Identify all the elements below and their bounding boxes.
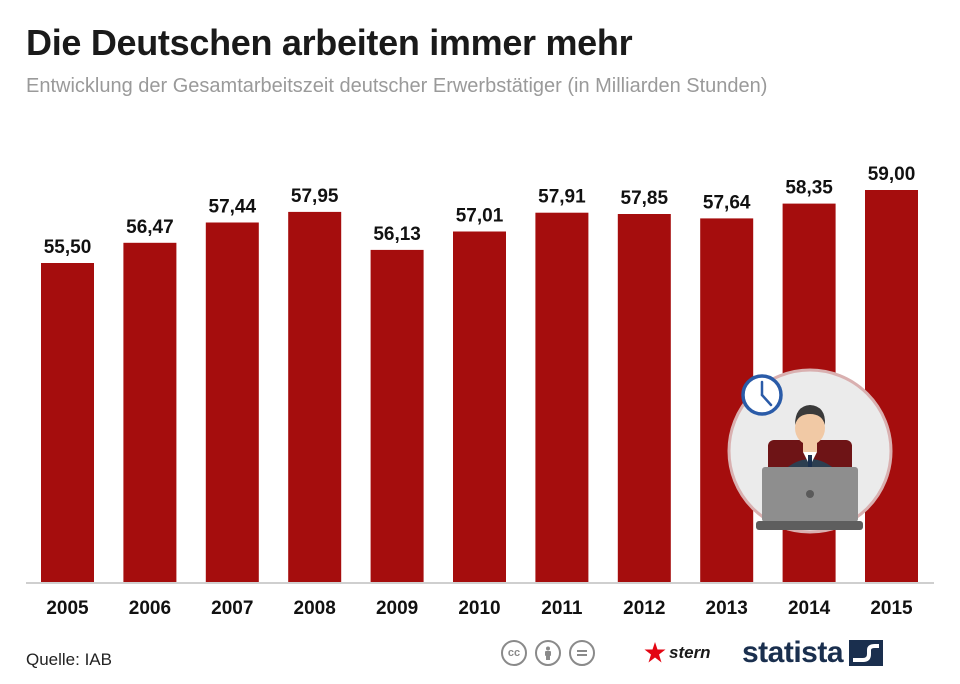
stern-star-icon <box>644 642 666 663</box>
statista-label: statista <box>742 636 844 669</box>
bar-2007 <box>205 222 259 583</box>
value-label-2011: 57,91 <box>538 187 586 208</box>
stern-logo[interactable]: stern <box>643 641 711 665</box>
bar-2006 <box>123 242 177 584</box>
clock-icon <box>741 374 783 416</box>
chart-title: Die Deutschen arbeiten immer mehr <box>26 22 633 63</box>
x-tick-2015: 2015 <box>870 598 913 619</box>
value-label-2013: 57,64 <box>703 192 751 213</box>
chart-subtitle: Entwicklung der Gesamtarbeitszeit deutsc… <box>26 75 768 97</box>
x-tick-2009: 2009 <box>376 598 418 619</box>
bar-2005 <box>41 263 94 583</box>
x-tick-2010: 2010 <box>458 598 500 619</box>
x-tick-2007: 2007 <box>211 598 253 619</box>
statista-mark-icon <box>849 640 884 666</box>
value-label-2006: 56,47 <box>126 217 174 238</box>
x-tick-2008: 2008 <box>294 598 336 619</box>
x-tick-2013: 2013 <box>706 598 748 619</box>
bar-2009 <box>370 249 424 583</box>
person-head-icon <box>795 411 825 445</box>
value-label-2007: 57,44 <box>209 197 257 218</box>
value-label-2005: 55,50 <box>44 237 92 258</box>
value-label-2009: 56,13 <box>373 224 421 245</box>
statista-logo[interactable]: statista <box>742 636 884 670</box>
nd-equals-icon[interactable] <box>569 640 595 666</box>
value-label-2015: 59,00 <box>868 164 916 185</box>
x-tick-2012: 2012 <box>623 598 665 619</box>
worker-illustration <box>727 368 893 534</box>
x-tick-2006: 2006 <box>129 598 171 619</box>
bar-2008 <box>288 211 342 583</box>
labels-layer: 55,50 2005 56,47 2006 57,44 2007 57,95 2008 56,1… <box>44 164 916 619</box>
value-label-2014: 58,35 <box>785 178 833 199</box>
x-tick-2005: 2005 <box>46 598 89 619</box>
bar-2015 <box>865 190 918 583</box>
license-icons: cc <box>501 640 595 666</box>
stern-label: stern <box>669 643 711 662</box>
by-person-icon[interactable] <box>535 640 561 666</box>
bar-2011 <box>535 212 589 583</box>
cc-icon[interactable]: cc <box>501 640 527 666</box>
bar-2010 <box>453 231 506 583</box>
bar-2012 <box>617 214 671 583</box>
source-note: Quelle: IAB <box>26 650 112 669</box>
x-tick-2014: 2014 <box>788 598 831 619</box>
value-label-2010: 57,01 <box>456 206 504 227</box>
value-label-2008: 57,95 <box>291 186 339 207</box>
bars-layer <box>41 190 918 584</box>
value-label-2012: 57,85 <box>621 188 669 209</box>
x-tick-2011: 2011 <box>541 598 583 619</box>
